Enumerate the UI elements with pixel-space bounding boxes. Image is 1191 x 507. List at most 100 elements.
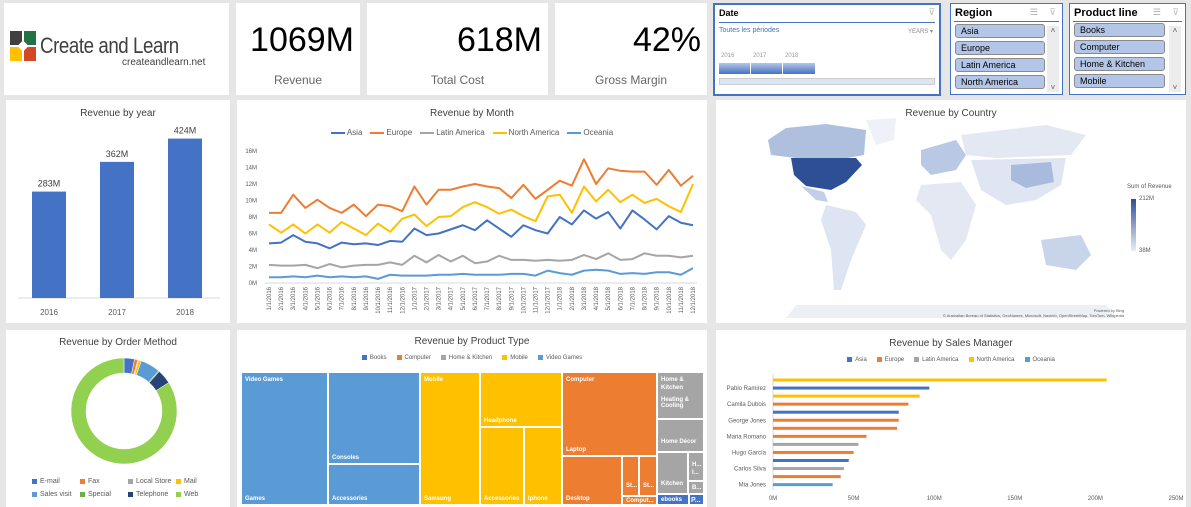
y-tick-label: 14M bbox=[245, 166, 257, 172]
slicer-item-home-kitchen[interactable]: Home & Kitchen bbox=[1074, 57, 1165, 71]
slicer-item-latin-america[interactable]: Latin America bbox=[955, 58, 1045, 72]
x-tick-label: 4/1/2018 bbox=[594, 286, 600, 310]
country-canada[interactable] bbox=[768, 124, 866, 160]
region-slicer[interactable]: Region ☰ ⊽ Asia Europe Latin America Nor… bbox=[950, 3, 1063, 95]
logo-title: Create and Learn bbox=[40, 33, 179, 58]
leaf-label: B... bbox=[692, 485, 702, 491]
kpi-value: 618M bbox=[456, 21, 542, 59]
multi-select-icon[interactable]: ☰ bbox=[1029, 7, 1038, 17]
legend-swatch bbox=[361, 355, 367, 360]
treemap-computer-other[interactable]: Comput... bbox=[622, 496, 657, 505]
timeline-bar-2018[interactable] bbox=[783, 63, 815, 74]
clear-filter-icon[interactable]: ⊽ bbox=[1049, 7, 1056, 17]
legend-swatch bbox=[502, 355, 508, 360]
slicer-item-computer[interactable]: Computer bbox=[1074, 40, 1165, 54]
legend-swatch bbox=[80, 478, 85, 484]
region-africa[interactable] bbox=[916, 182, 976, 260]
treemap-hk-b[interactable]: B... bbox=[688, 481, 704, 494]
timeline-bar-2017[interactable] bbox=[751, 63, 783, 74]
x-tick-label: 1/1/2016 bbox=[267, 286, 273, 310]
y-tick-label: 0M bbox=[249, 281, 257, 287]
treemap-laptop[interactable]: Computer Laptop bbox=[562, 372, 657, 456]
legend-label: Books bbox=[369, 355, 387, 362]
slicer-item-asia[interactable]: Asia bbox=[955, 24, 1045, 38]
treemap-games[interactable]: Video Games Games bbox=[241, 372, 328, 505]
treemap-vg-accessories[interactable]: Accessories bbox=[328, 464, 420, 505]
legend-label: Europe bbox=[884, 357, 905, 364]
treemap-hk-other[interactable]: H... I... bbox=[688, 452, 704, 481]
treemap-desktop[interactable]: Desktop bbox=[562, 456, 622, 505]
legend-item: Video Games bbox=[537, 355, 582, 361]
chart-title: Revenue by Sales Manager bbox=[889, 338, 1013, 349]
slicer-item-books[interactable]: Books bbox=[1074, 23, 1165, 37]
bar-asia bbox=[773, 410, 899, 414]
slicer-item-europe[interactable]: Europe bbox=[955, 41, 1045, 55]
treemap-ebooks[interactable]: ebooks bbox=[657, 494, 689, 505]
scrollbar[interactable]: ˄ ˅ bbox=[1047, 26, 1059, 92]
legend-item: Home & Kitchen bbox=[440, 355, 492, 361]
x-tick-label: 6/1/2018 bbox=[618, 286, 624, 310]
treemap-kitchen[interactable]: Kitchen bbox=[657, 452, 688, 494]
treemap-heating-cooling[interactable]: Home & Kitchen Heating & Cooling bbox=[657, 372, 704, 419]
treemap-iphone[interactable]: Iphone bbox=[524, 427, 562, 505]
x-tick-label: 5/1/2016 bbox=[315, 286, 321, 310]
legend-line-swatch bbox=[420, 131, 435, 134]
scrollbar[interactable]: ˄ ˅ bbox=[1169, 26, 1181, 92]
date-timeline-slicer[interactable]: Date ⊽ Toutes les périodes YEARS ▾ 2016 … bbox=[713, 3, 941, 96]
x-tick-label: 9/1/2016 bbox=[364, 286, 370, 310]
timeline-bar-2016[interactable] bbox=[719, 63, 751, 74]
world-map[interactable] bbox=[716, 100, 1186, 323]
treemap-storage-2[interactable]: St... bbox=[639, 456, 657, 496]
x-tick-label: 12/1/2018 bbox=[691, 286, 697, 313]
treemap-mobile-accessories[interactable]: Accessories bbox=[480, 427, 524, 505]
country-mexico[interactable] bbox=[801, 186, 828, 202]
legend-swatch bbox=[968, 357, 974, 362]
x-tick-label: 5/1/2017 bbox=[461, 286, 467, 310]
time-level-dropdown[interactable]: YEARS ▾ bbox=[907, 29, 933, 35]
country-usa[interactable] bbox=[791, 158, 862, 190]
treemap-headphone[interactable]: Headphone bbox=[480, 372, 562, 427]
clear-filter-icon[interactable]: ⊽ bbox=[1172, 7, 1179, 17]
legend-item: Europe bbox=[370, 128, 412, 137]
treemap-consoles[interactable]: Consoles bbox=[328, 372, 420, 464]
legend-label: Fax bbox=[88, 478, 100, 485]
treemap-storage-1[interactable]: St... bbox=[622, 456, 639, 496]
treemap-home-decor[interactable]: Home Décor bbox=[657, 419, 704, 452]
x-tick-label: 5/1/2018 bbox=[606, 286, 612, 310]
slicer-item-mobile[interactable]: Mobile bbox=[1074, 74, 1165, 88]
legend-item: Mobile bbox=[502, 355, 528, 361]
leaf-label: Heating & Cooling bbox=[661, 397, 690, 409]
slicer-title: Product line bbox=[1074, 7, 1138, 19]
chart-legend: Asia Europe Latin America North America Ocea… bbox=[237, 128, 707, 137]
logo-url: createandlearn.net bbox=[122, 57, 206, 68]
bar-latin-america bbox=[773, 467, 844, 471]
multi-select-icon[interactable]: ☰ bbox=[1152, 7, 1161, 17]
product-line-slicer[interactable]: Product line ☰ ⊽ Books Computer Home & K… bbox=[1069, 3, 1186, 95]
legend-line-swatch bbox=[330, 131, 345, 134]
region-south-america[interactable] bbox=[821, 205, 866, 290]
x-tick-label: 9/1/2017 bbox=[509, 286, 515, 310]
legend-label: North America bbox=[976, 357, 1015, 364]
treemap-samsung[interactable]: Mobile Samsung bbox=[420, 372, 480, 505]
data-label: 283M bbox=[38, 179, 61, 189]
revenue-by-country-map: Revenue by Country Sum of Revenue 212M 3… bbox=[716, 100, 1186, 323]
chart-title: Revenue by Order Method bbox=[59, 337, 177, 348]
bar-2017 bbox=[100, 161, 134, 298]
parent-label: Computer bbox=[566, 377, 595, 383]
region-antarctica[interactable] bbox=[786, 305, 1116, 318]
legend-item: Special bbox=[80, 491, 111, 498]
country-china[interactable] bbox=[1011, 162, 1054, 188]
timeline-scrollbar[interactable] bbox=[719, 78, 935, 85]
slicer-item-north-america[interactable]: North America bbox=[955, 75, 1045, 89]
clear-filter-icon[interactable]: ⊽ bbox=[928, 7, 935, 17]
region-australia[interactable] bbox=[1041, 235, 1091, 270]
x-tick-label: 0M bbox=[769, 496, 777, 502]
country-greenland[interactable] bbox=[866, 118, 896, 145]
x-tick-label: 11/1/2016 bbox=[388, 286, 394, 313]
treemap-books-p[interactable]: P... bbox=[689, 494, 704, 505]
legend-label: Latin America bbox=[922, 357, 959, 364]
chart-title: Revenue by Month bbox=[430, 108, 514, 119]
region-russia[interactable] bbox=[961, 125, 1086, 158]
legend-item: Sales visit bbox=[32, 491, 72, 498]
region-europe[interactable] bbox=[921, 140, 966, 175]
